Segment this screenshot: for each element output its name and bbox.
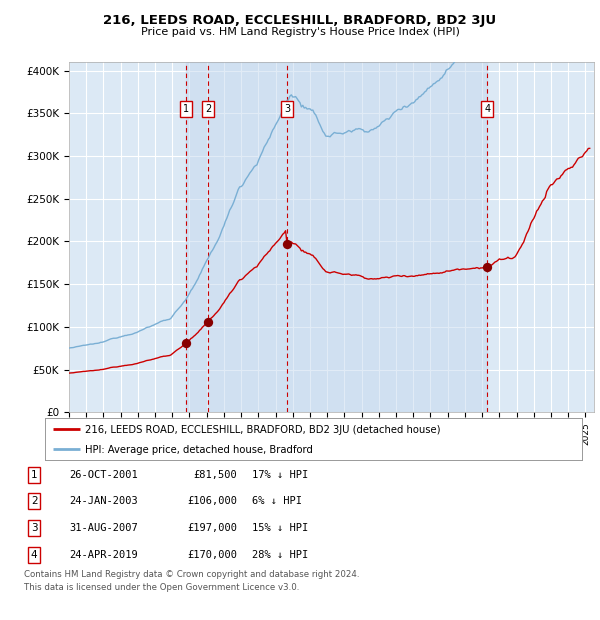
Text: £81,500: £81,500 xyxy=(193,470,237,480)
Text: 31-AUG-2007: 31-AUG-2007 xyxy=(69,523,138,533)
Text: 2: 2 xyxy=(205,104,211,114)
Text: 4: 4 xyxy=(484,104,490,114)
Text: 28% ↓ HPI: 28% ↓ HPI xyxy=(252,550,308,560)
Text: 3: 3 xyxy=(284,104,290,114)
Text: 216, LEEDS ROAD, ECCLESHILL, BRADFORD, BD2 3JU (detached house): 216, LEEDS ROAD, ECCLESHILL, BRADFORD, B… xyxy=(85,425,441,435)
Point xyxy=(203,317,213,327)
Text: 24-APR-2019: 24-APR-2019 xyxy=(69,550,138,560)
Text: 216, LEEDS ROAD, ECCLESHILL, BRADFORD, BD2 3JU: 216, LEEDS ROAD, ECCLESHILL, BRADFORD, B… xyxy=(103,14,497,27)
Text: 2: 2 xyxy=(31,497,38,507)
Point xyxy=(282,239,292,249)
Text: £106,000: £106,000 xyxy=(187,497,237,507)
Text: 4: 4 xyxy=(31,550,38,560)
Text: 26-OCT-2001: 26-OCT-2001 xyxy=(69,470,138,480)
Text: 3: 3 xyxy=(31,523,38,533)
Text: 15% ↓ HPI: 15% ↓ HPI xyxy=(252,523,308,533)
Text: 1: 1 xyxy=(183,104,189,114)
Text: £170,000: £170,000 xyxy=(187,550,237,560)
Text: Price paid vs. HM Land Registry's House Price Index (HPI): Price paid vs. HM Land Registry's House … xyxy=(140,27,460,37)
Text: 17% ↓ HPI: 17% ↓ HPI xyxy=(252,470,308,480)
Point xyxy=(482,262,492,272)
Point xyxy=(181,338,191,348)
Text: This data is licensed under the Open Government Licence v3.0.: This data is licensed under the Open Gov… xyxy=(24,583,299,593)
Text: Contains HM Land Registry data © Crown copyright and database right 2024.: Contains HM Land Registry data © Crown c… xyxy=(24,570,359,579)
Text: £197,000: £197,000 xyxy=(187,523,237,533)
Text: 1: 1 xyxy=(31,470,38,480)
Bar xyxy=(186,62,487,412)
Text: HPI: Average price, detached house, Bradford: HPI: Average price, detached house, Brad… xyxy=(85,445,313,455)
Text: 6% ↓ HPI: 6% ↓ HPI xyxy=(252,497,302,507)
Text: 24-JAN-2003: 24-JAN-2003 xyxy=(69,497,138,507)
